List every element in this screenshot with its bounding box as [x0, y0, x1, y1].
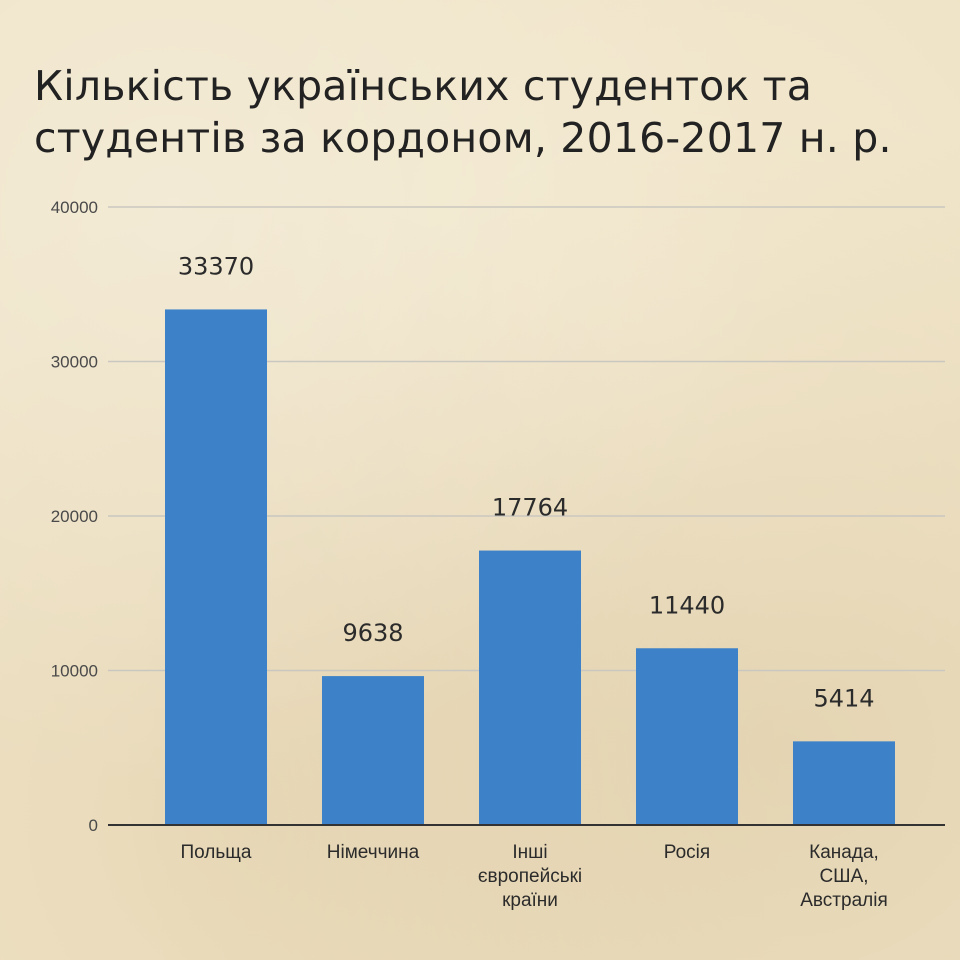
data-label: 5414	[813, 684, 874, 712]
x-axis-ticks: Польща Німеччина Інші європейські країни Росі…	[181, 842, 888, 911]
bar	[479, 550, 581, 825]
y-axis-ticks: 0 10000 20000 30000 40000	[51, 198, 98, 835]
x-tick-label: Інші європейські країни	[478, 842, 582, 911]
data-label: 9638	[342, 619, 403, 647]
data-label: 33370	[178, 252, 254, 280]
bar	[636, 648, 738, 825]
x-tick-label: Польща	[181, 842, 252, 863]
chart-title: Кількість українських студенток та студе…	[34, 62, 892, 162]
data-labels: 33370 9638 17764 11440 5414	[178, 252, 875, 712]
y-tick-label: 40000	[51, 198, 98, 217]
x-tick-label-line: Інші	[512, 842, 547, 863]
x-tick-label-line: країни	[502, 890, 558, 911]
x-tick-label-line: Канада,	[809, 842, 879, 863]
bar	[793, 741, 895, 825]
data-label: 17764	[492, 494, 568, 522]
data-label: 11440	[649, 591, 725, 619]
bar	[165, 309, 267, 826]
x-tick-label-line: європейські	[478, 866, 582, 887]
x-tick-label: Канада, США, Австралія	[800, 842, 888, 911]
y-tick-label: 10000	[51, 662, 98, 681]
x-tick-label-line: Польща	[181, 842, 252, 863]
y-tick-label: 20000	[51, 507, 98, 526]
bar	[322, 676, 424, 825]
x-tick-label-line: Австралія	[800, 890, 888, 911]
x-tick-label: Німеччина	[327, 842, 420, 863]
x-tick-label: Росія	[664, 842, 710, 863]
y-tick-label: 30000	[51, 353, 98, 372]
x-tick-label-line: Німеччина	[327, 842, 420, 863]
bars	[165, 309, 895, 826]
y-tick-label: 0	[89, 816, 98, 835]
x-tick-label-line: США,	[819, 866, 868, 887]
x-tick-label-line: Росія	[664, 842, 710, 863]
